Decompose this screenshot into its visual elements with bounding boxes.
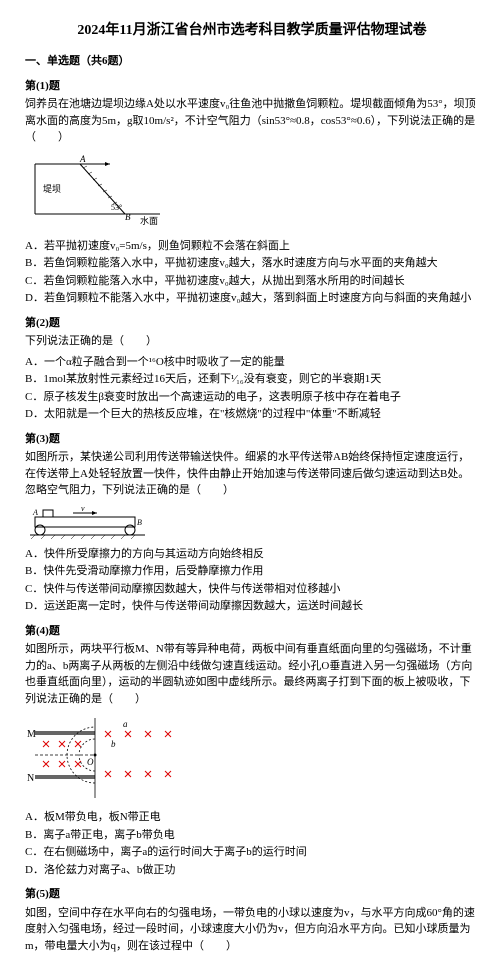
svg-text:M: M <box>27 729 36 740</box>
q1-body: 饲养员在池塘边堤坝边缘A处以水平速度v₀往鱼池中抛撒鱼饲颗粒。堤坝截面倾角为53… <box>25 96 479 146</box>
q1-head: 第(1)题 <box>25 78 479 95</box>
q1-optB: B．若鱼饲颗粒能落入水中，平抛初速度v₀越大，落水时速度方向与水平面的夹角越大 <box>25 255 479 272</box>
q3-figure: v A B <box>25 505 479 540</box>
svg-text:b: b <box>111 739 116 749</box>
svg-text:A: A <box>32 508 38 517</box>
q4-optD: D．洛伦兹力对离子a、b做正功 <box>25 862 479 879</box>
svg-text:B: B <box>125 212 131 222</box>
q4-optB: B．离子a带正电，离子b带负电 <box>25 827 479 844</box>
q3-head: 第(3)题 <box>25 431 479 448</box>
q4-options: A．板M带负电，板N带正电 B．离子a带正电，离子b带负电 C．在右侧磁场中，离… <box>25 809 479 878</box>
svg-text:O: O <box>87 757 94 767</box>
q2-head: 第(2)题 <box>25 315 479 332</box>
q3-options: A．快件所受摩擦力的方向与其运动方向始终相反 B．快件先受滑动摩擦力作用，后受静… <box>25 546 479 615</box>
q4-body: 如图所示，两块平行板M、N带有等异种电荷，两板中间有垂直纸面向里的匀强磁场，不计… <box>25 641 479 707</box>
q4-optC: C．在右侧磁场中，离子a的运行时间大于离子b的运行时间 <box>25 844 479 861</box>
svg-text:堤坝: 堤坝 <box>43 184 61 194</box>
q5-body: 如图，空间中存在水平向右的匀强电场，一带负电的小球以速度为v，与水平方向成60°… <box>25 905 479 955</box>
svg-text:水面: 水面 <box>140 215 158 226</box>
svg-text:v: v <box>81 505 85 513</box>
svg-text:a: a <box>123 719 128 729</box>
q2-optD: D．太阳就是一个巨大的热核反应堆，在"核燃烧"的过程中"体重"不断减轻 <box>25 406 479 423</box>
q4-head: 第(4)题 <box>25 623 479 640</box>
q2-optB: B．1mol某放射性元素经过16天后，还剩下¹⁄₁₆没有衰变，则它的半衰期1天 <box>25 371 479 388</box>
q1-optC: C．若鱼饲颗粒能落入水中，平抛初速度v₀越大，从抛出到落水所用的时间越长 <box>25 273 479 290</box>
svg-text:N: N <box>27 773 34 784</box>
q1-options: A．若平抛初速度v₀=5m/s，则鱼饲颗粒不会落在斜面上 B．若鱼饲颗粒能落入水… <box>25 238 479 307</box>
q1-figure: A B 53° 堤坝 水面 <box>25 152 479 232</box>
q3-optD: D．运送距离一定时，快件与传送带间动摩擦因数越大，运送时间越长 <box>25 598 479 615</box>
svg-text:B: B <box>137 518 142 527</box>
q4-figure: M N O a b <box>25 713 479 803</box>
q4-optA: A．板M带负电，板N带正电 <box>25 809 479 826</box>
q1-optD: D．若鱼饲颗粒不能落入水中，平抛初速度v₀越大，落到斜面上时速度方向与斜面的夹角… <box>25 290 479 307</box>
page-title: 2024年11月浙江省台州市选考科目教学质量评估物理试卷 <box>25 20 479 41</box>
q2-body: 下列说法正确的是（ ） <box>25 333 479 350</box>
q5-head: 第(5)题 <box>25 886 479 903</box>
svg-text:53°: 53° <box>111 203 122 212</box>
section-heading: 一、单选题（共6题） <box>25 53 479 70</box>
q3-optB: B．快件先受滑动摩擦力作用，后受静摩擦力作用 <box>25 563 479 580</box>
q2-options: A．一个α粒子融合到一个¹⁶O核中时吸收了一定的能量 B．1mol某放射性元素经… <box>25 354 479 423</box>
q2-optC: C．原子核发生β衰变时放出一个高速运动的电子，这表明原子核中存在着电子 <box>25 389 479 406</box>
q2-optA: A．一个α粒子融合到一个¹⁶O核中时吸收了一定的能量 <box>25 354 479 371</box>
q1-optA: A．若平抛初速度v₀=5m/s，则鱼饲颗粒不会落在斜面上 <box>25 238 479 255</box>
q3-body: 如图所示，某快递公司利用传送带输送快件。细紧的水平传送带AB始终保持恒定速度运行… <box>25 449 479 499</box>
q3-optA: A．快件所受摩擦力的方向与其运动方向始终相反 <box>25 546 479 563</box>
svg-text:A: A <box>79 154 86 164</box>
q3-optC: C．快件与传送带间动摩擦因数越大，快件与传送带相对位移越小 <box>25 581 479 598</box>
